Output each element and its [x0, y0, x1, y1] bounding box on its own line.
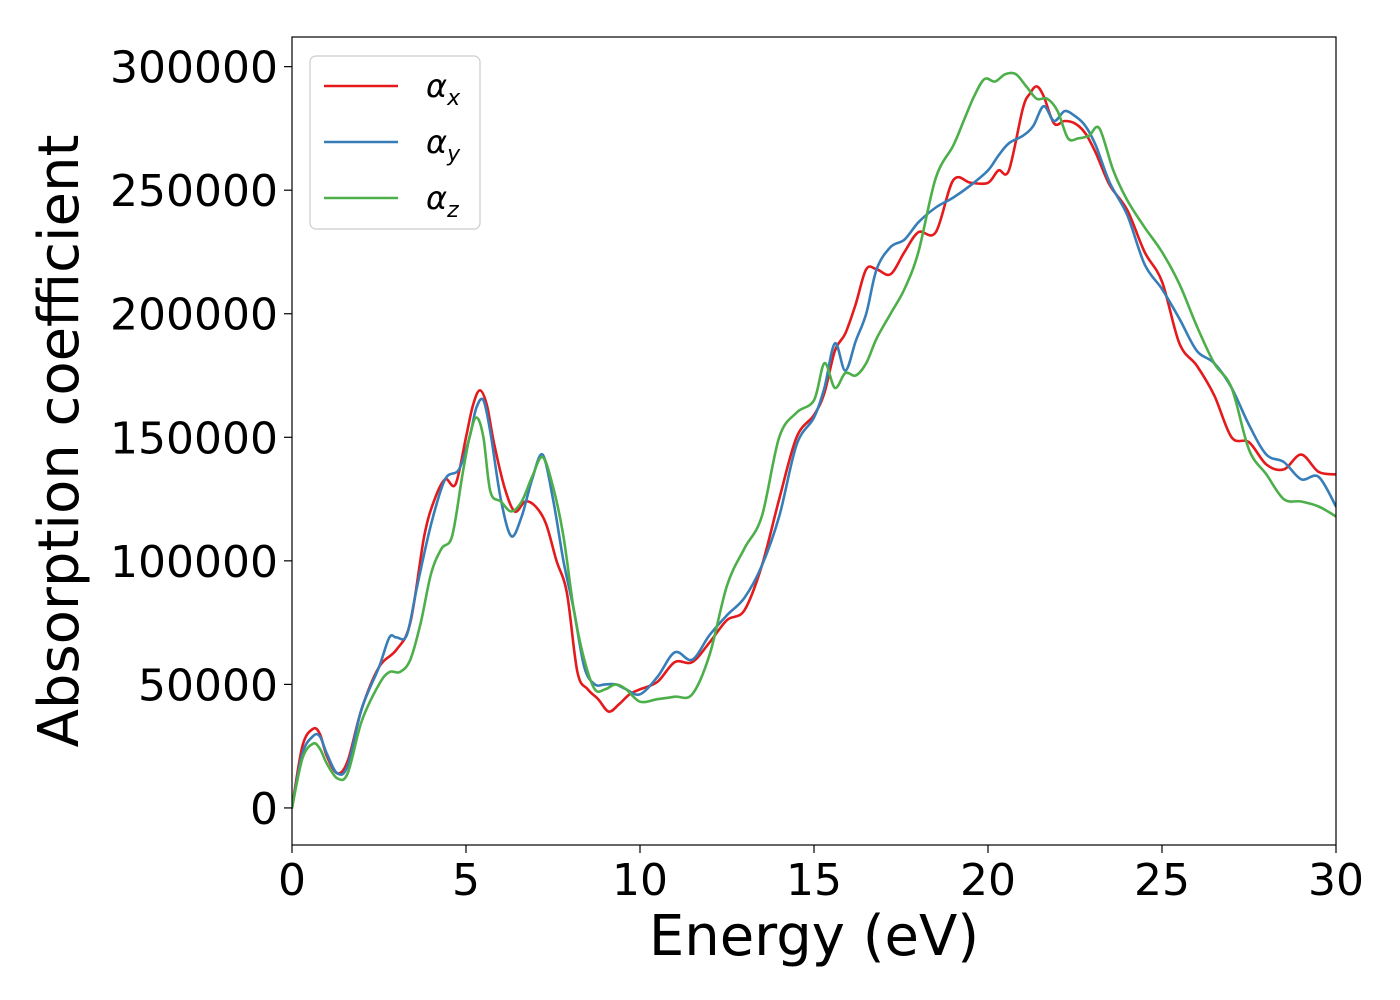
- y-tick-label: 250000: [110, 166, 278, 217]
- y-tick-label: 100000: [110, 537, 278, 588]
- legend-label-z: αz: [426, 179, 459, 223]
- series-line-z: [292, 71, 1336, 810]
- x-tick-label: 15: [786, 855, 842, 906]
- y-tick-label: 200000: [110, 290, 278, 341]
- y-tick-label: 0: [250, 784, 278, 835]
- legend-label-x: αx: [426, 67, 461, 111]
- x-tick-label: 25: [1134, 855, 1190, 906]
- x-tick-label: 0: [278, 855, 306, 906]
- x-tick-label: 20: [960, 855, 1016, 906]
- series-line-x: [292, 85, 1336, 810]
- y-tick-label: 150000: [110, 413, 278, 464]
- plot-frame: [291, 36, 1337, 846]
- series-line-y: [292, 104, 1336, 810]
- y-axis-title: Absorption coefficient: [27, 135, 92, 748]
- x-tick-label: 5: [452, 855, 480, 906]
- x-axis-title: Energy (eV): [649, 904, 979, 969]
- y-tick-label: 50000: [138, 660, 278, 711]
- plot-area: [292, 71, 1336, 810]
- legend-label-y: αy: [426, 123, 461, 167]
- x-tick-label: 30: [1308, 855, 1364, 906]
- axis-ticks: 0 5 10 15 20 25 30 0 50000 100000 150000 200000 2500…: [110, 43, 1364, 906]
- y-tick-label: 300000: [110, 43, 278, 94]
- legend: αx αy αz: [309, 55, 481, 230]
- x-tick-label: 10: [612, 855, 668, 906]
